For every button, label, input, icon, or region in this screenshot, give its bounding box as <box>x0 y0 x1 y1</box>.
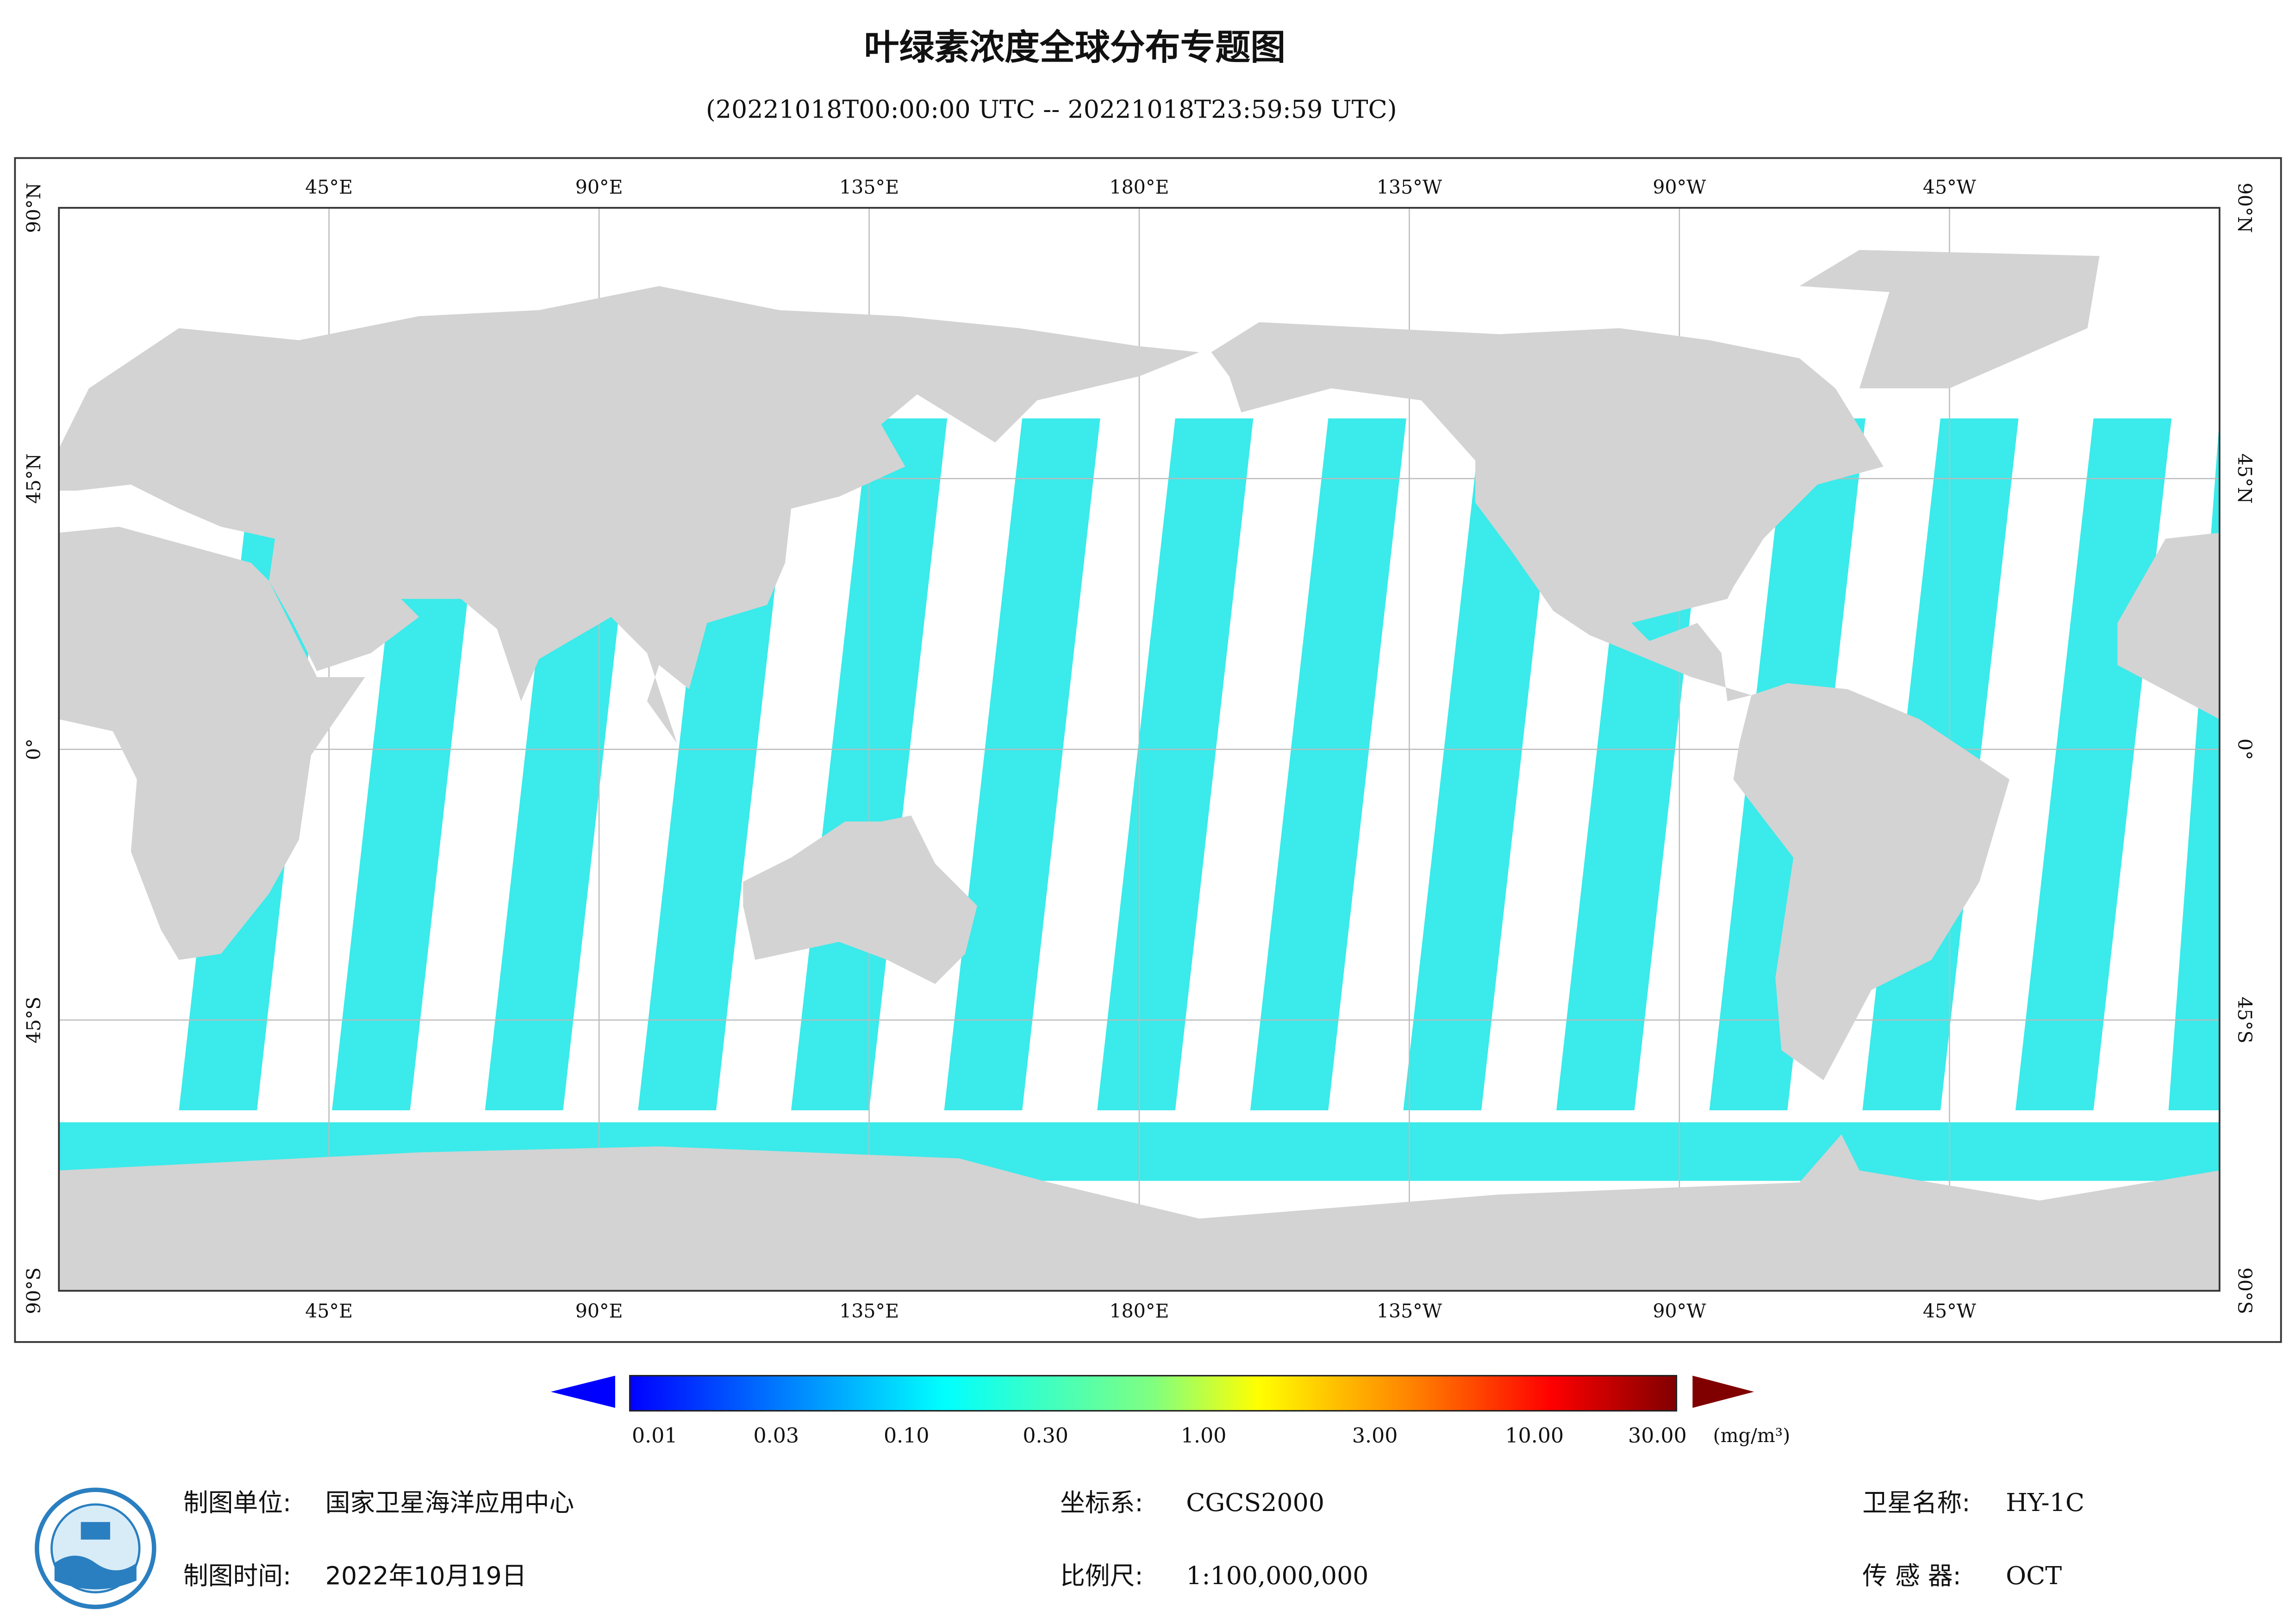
swath <box>944 418 1100 1111</box>
footer-value: HY-1C <box>2006 1488 2084 1517</box>
lat-label: 0° <box>2234 739 2256 760</box>
colorbar-tick-label: 0.03 <box>753 1424 799 1448</box>
land <box>59 527 365 960</box>
footer-label: 传 感 器: <box>1862 1561 1961 1591</box>
colorbar-tick-label: 0.10 <box>884 1424 930 1448</box>
lat-label: 90°N <box>2234 183 2256 233</box>
lon-label: 135°E <box>839 1300 899 1322</box>
lon-label: 180°E <box>1110 1300 1169 1322</box>
land <box>59 1134 2220 1291</box>
colorbar-tick-label: 3.00 <box>1352 1424 1398 1448</box>
colorbar-unit: (mg/m³) <box>1713 1424 1791 1447</box>
footer-label: 比例尺: <box>1060 1561 1143 1591</box>
land <box>1733 683 2010 1081</box>
lat-label: 45°N <box>2234 454 2256 504</box>
lon-label: 45°W <box>1923 176 1977 198</box>
colorbar <box>629 1374 1678 1412</box>
lon-label: 135°W <box>1377 176 1442 198</box>
title: 叶绿素浓度全球分布专题图 <box>864 27 1286 68</box>
footer-label: 制图时间: <box>183 1561 291 1591</box>
colorbar-ticks: 0.01 0.03 0.10 0.30 1.00 3.00 10.00 30.00 <box>632 1424 1687 1448</box>
map <box>59 208 2220 1291</box>
graticule-labels: 45°E 45°E 90°E 90°E 135°E 135°E 180°E 180°E 135°… <box>23 176 2256 1322</box>
lat-label: 0° <box>23 739 45 760</box>
footer-label: 坐标系: <box>1060 1488 1143 1517</box>
colorbar-tick-label: 30.00 <box>1628 1424 1687 1448</box>
colorbar-tick-label: 0.30 <box>1023 1424 1068 1448</box>
logo <box>35 1487 156 1609</box>
lon-label: 45°E <box>305 176 353 198</box>
lat-label: 90°S <box>23 1268 45 1314</box>
colorbar-high-arrow <box>1692 1375 1754 1408</box>
lon-label: 90°E <box>575 176 623 198</box>
footer-value: 国家卫星海洋应用中心 <box>325 1488 574 1517</box>
footer-label: 卫星名称: <box>1862 1488 1970 1517</box>
swath <box>1250 418 1406 1111</box>
swath <box>2015 418 2172 1111</box>
footer: 制图单位: 国家卫星海洋应用中心 制图时间: 2022年10月19日 坐标系: … <box>183 1488 2084 1591</box>
lon-label: 45°W <box>1923 1300 1977 1322</box>
colorbar-low-arrow <box>550 1375 615 1408</box>
land <box>1211 322 1884 702</box>
lon-label: 45°E <box>305 1300 353 1322</box>
lat-label: 90°S <box>2234 1268 2256 1314</box>
footer-value: OCT <box>2006 1561 2062 1590</box>
lon-label: 90°W <box>1653 176 1706 198</box>
footer-value: CGCS2000 <box>1186 1488 1324 1517</box>
lat-label: 45°S <box>2234 997 2256 1044</box>
swath <box>2168 418 2220 1111</box>
lon-label: 180°E <box>1110 176 1169 198</box>
lon-label: 135°E <box>839 176 899 198</box>
swath <box>1403 418 1560 1111</box>
lon-label: 90°E <box>575 1300 623 1322</box>
land <box>743 815 977 984</box>
lon-label: 90°W <box>1653 1300 1706 1322</box>
subtitle: (20221018T00:00:00 UTC -- 20221018T23:59… <box>706 94 1397 124</box>
land <box>2117 533 2220 720</box>
colorbar-tick-label: 1.00 <box>1181 1424 1227 1448</box>
footer-value: 2022年10月19日 <box>325 1561 527 1591</box>
swath <box>1097 418 1254 1111</box>
lat-label: 45°S <box>23 997 45 1044</box>
colorbar-tick-label: 10.00 <box>1505 1424 1564 1448</box>
land <box>59 286 1199 744</box>
lon-label: 135°W <box>1377 1300 1442 1322</box>
map-frame <box>14 157 2282 1343</box>
map-border <box>58 207 2221 1292</box>
lat-label: 90°N <box>23 183 45 233</box>
land <box>1799 250 2100 389</box>
colorbar-tick-label: 0.01 <box>632 1424 678 1448</box>
footer-label: 制图单位: <box>183 1488 291 1517</box>
lat-label: 45°N <box>23 454 45 504</box>
footer-value: 1:100,000,000 <box>1186 1561 1368 1590</box>
